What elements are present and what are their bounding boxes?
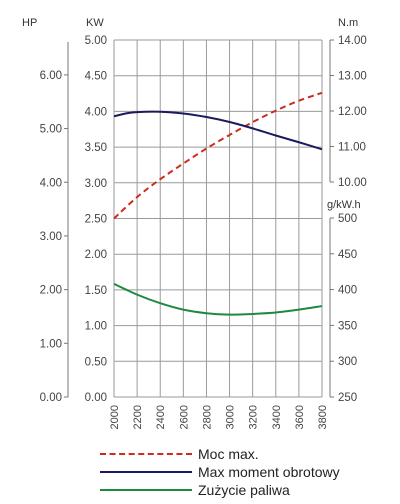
nm-tick-label: 10.00 — [338, 177, 367, 189]
hp-tick-label: 4.00 — [40, 177, 62, 189]
zuzycie-paliwa-line — [113, 282, 323, 316]
kw-tick-label: 2.50 — [85, 214, 107, 226]
legend-swatch-paliwo — [100, 489, 192, 491]
x-tick-label: 2000 — [109, 405, 121, 429]
hp-tick-label: 2.00 — [40, 285, 62, 297]
x-tick-label: 3000 — [225, 405, 237, 429]
x-tick-label: 3400 — [271, 405, 283, 429]
legend-swatch-moc — [100, 453, 192, 455]
kw-tick-label: 5.00 — [85, 35, 107, 47]
x-tick-label: 2800 — [201, 405, 213, 429]
kw-unit-label: KW — [86, 17, 104, 29]
hp-unit-label: HP — [22, 17, 37, 29]
legend: Moc max. Max moment obrotowy Zużycie pal… — [100, 445, 396, 499]
hp-tick-label: 0.00 — [40, 392, 62, 404]
legend-label-moment: Max moment obrotowy — [198, 464, 340, 480]
legend-item-moment: Max moment obrotowy — [100, 463, 396, 481]
kw-tick-label: 2.00 — [85, 249, 107, 261]
kw-tick-label: 0.50 — [85, 356, 107, 368]
nm-tick-label: 12.00 — [338, 106, 367, 118]
gkwh-tick-label: 250 — [338, 392, 357, 404]
nm-unit-label: N.m — [338, 17, 358, 29]
gkwh-tick-label: 450 — [338, 249, 357, 261]
legend-item-moc: Moc max. — [100, 445, 396, 463]
gkwh-unit-label: g/kW.h — [327, 199, 361, 211]
kw-tick-label: 1.50 — [85, 285, 107, 297]
max-moment-line — [113, 110, 323, 151]
chart-series — [113, 91, 323, 316]
kw-tick-label: 4.50 — [85, 71, 107, 83]
hp-tick-label: 1.00 — [40, 338, 62, 350]
legend-label-moc: Moc max. — [198, 446, 259, 462]
x-tick-label: 2400 — [155, 405, 167, 429]
legend-swatch-moment — [100, 471, 192, 473]
gkwh-tick-label: 300 — [338, 356, 357, 368]
x-tick-label: 2200 — [132, 405, 144, 429]
kw-tick-label: 0.00 — [85, 392, 107, 404]
hp-tick-label: 3.00 — [40, 231, 62, 243]
chart-grid — [113, 39, 323, 398]
kw-tick-label: 1.00 — [85, 321, 107, 333]
legend-item-paliwo: Zużycie paliwa — [100, 481, 396, 499]
chart-axes — [64, 39, 334, 398]
kw-tick-label: 4.00 — [85, 106, 107, 118]
gkwh-tick-label: 500 — [338, 213, 357, 225]
legend-label-paliwo: Zużycie paliwa — [198, 482, 290, 498]
x-tick-label: 3600 — [294, 405, 306, 429]
nm-tick-label: 14.00 — [338, 35, 367, 47]
gkwh-tick-label: 400 — [338, 285, 357, 297]
x-tick-label: 3800 — [317, 405, 329, 429]
hp-tick-label: 6.00 — [40, 70, 62, 82]
kw-tick-label: 3.50 — [85, 142, 107, 154]
x-tick-label: 2600 — [178, 405, 190, 429]
nm-tick-label: 11.00 — [338, 142, 366, 154]
chart-labels: 2000 2200 2400 2600 2800 3000 3200 3400 3600 3800… — [22, 17, 367, 429]
engine-performance-chart: 2000 2200 2400 2600 2800 3000 3200 3400 3600 3800… — [22, 17, 367, 429]
x-tick-label: 3200 — [248, 405, 260, 429]
gkwh-tick-label: 350 — [338, 320, 357, 332]
nm-tick-label: 13.00 — [338, 71, 367, 83]
kw-tick-label: 3.00 — [85, 178, 107, 190]
hp-tick-label: 5.00 — [40, 124, 62, 136]
